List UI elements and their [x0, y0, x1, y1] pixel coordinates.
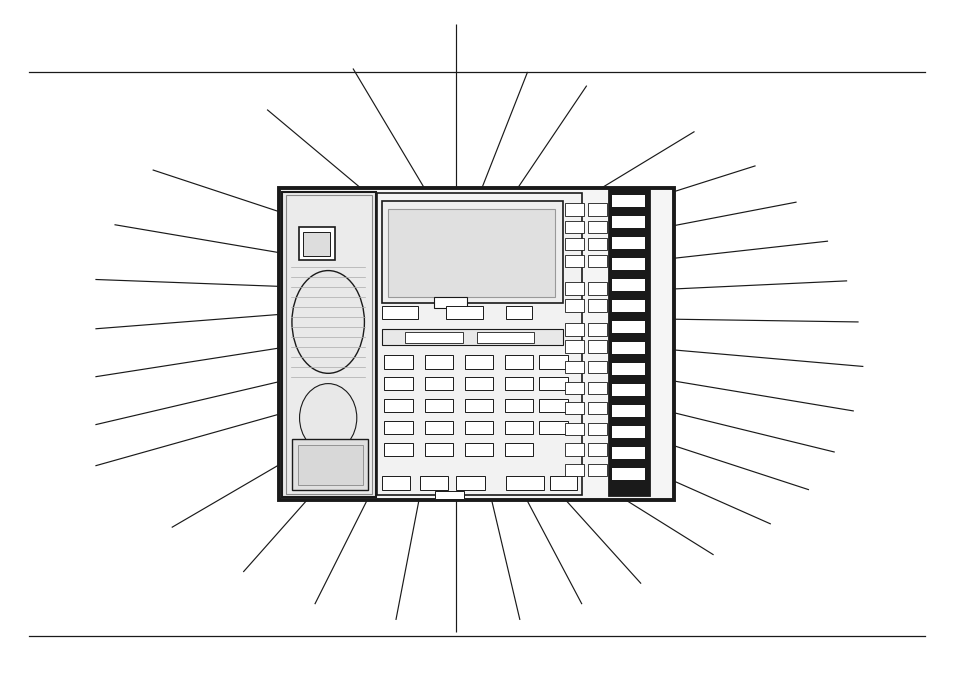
Bar: [564, 238, 583, 250]
Bar: [381, 476, 410, 490]
Bar: [612, 426, 644, 438]
Bar: [504, 355, 533, 369]
Bar: [564, 221, 583, 233]
Bar: [564, 255, 583, 267]
Bar: [612, 216, 644, 227]
Bar: [381, 329, 562, 345]
Bar: [587, 443, 606, 456]
Bar: [608, 190, 648, 495]
Bar: [381, 306, 417, 319]
Bar: [564, 282, 583, 295]
Bar: [564, 402, 583, 414]
Bar: [384, 443, 413, 456]
Ellipse shape: [299, 384, 356, 452]
Bar: [424, 377, 453, 390]
Bar: [424, 399, 453, 412]
Bar: [587, 464, 606, 476]
Bar: [612, 258, 644, 270]
Bar: [612, 469, 644, 480]
Bar: [612, 279, 644, 290]
Bar: [564, 423, 583, 435]
Bar: [587, 282, 606, 295]
Bar: [538, 355, 567, 369]
Bar: [564, 361, 583, 373]
Bar: [612, 384, 644, 396]
Bar: [564, 323, 583, 336]
Bar: [464, 421, 493, 434]
Bar: [587, 203, 606, 216]
Bar: [504, 399, 533, 412]
Bar: [564, 203, 583, 216]
Bar: [384, 377, 413, 390]
Bar: [587, 221, 606, 233]
Bar: [476, 332, 534, 342]
Bar: [564, 340, 583, 353]
Bar: [587, 340, 606, 353]
Bar: [464, 355, 493, 369]
Bar: [286, 195, 372, 494]
Bar: [564, 382, 583, 394]
Bar: [587, 423, 606, 435]
Bar: [424, 443, 453, 456]
Bar: [424, 421, 453, 434]
Bar: [388, 209, 555, 297]
Bar: [278, 188, 674, 500]
Bar: [587, 299, 606, 312]
Bar: [446, 306, 482, 319]
Bar: [376, 193, 581, 495]
Bar: [538, 399, 567, 412]
Bar: [419, 476, 448, 490]
Bar: [612, 237, 644, 249]
Bar: [550, 476, 577, 490]
Bar: [564, 299, 583, 312]
Bar: [381, 201, 562, 303]
Bar: [564, 443, 583, 456]
Bar: [464, 377, 493, 390]
Bar: [612, 321, 644, 333]
Bar: [587, 402, 606, 414]
Bar: [434, 297, 467, 308]
Bar: [538, 421, 567, 434]
Bar: [538, 377, 567, 390]
Bar: [612, 195, 644, 207]
Bar: [464, 443, 493, 456]
Bar: [564, 464, 583, 476]
Bar: [587, 238, 606, 250]
Bar: [612, 406, 644, 416]
Bar: [384, 355, 413, 369]
Bar: [282, 192, 375, 497]
Bar: [612, 342, 644, 353]
Bar: [435, 491, 463, 499]
Bar: [587, 323, 606, 336]
Bar: [456, 476, 484, 490]
Bar: [297, 445, 362, 485]
Bar: [424, 355, 453, 369]
Bar: [464, 399, 493, 412]
Bar: [612, 363, 644, 375]
Bar: [587, 255, 606, 267]
Bar: [504, 443, 533, 456]
Bar: [405, 332, 462, 342]
Bar: [505, 476, 543, 490]
Bar: [504, 421, 533, 434]
Bar: [612, 300, 644, 312]
Bar: [384, 399, 413, 412]
Bar: [587, 382, 606, 394]
Bar: [292, 439, 368, 490]
Bar: [587, 361, 606, 373]
Bar: [384, 421, 413, 434]
Bar: [612, 447, 644, 459]
Bar: [298, 227, 335, 260]
Ellipse shape: [292, 271, 364, 373]
Bar: [504, 377, 533, 390]
Bar: [505, 306, 532, 319]
Bar: [303, 232, 330, 256]
